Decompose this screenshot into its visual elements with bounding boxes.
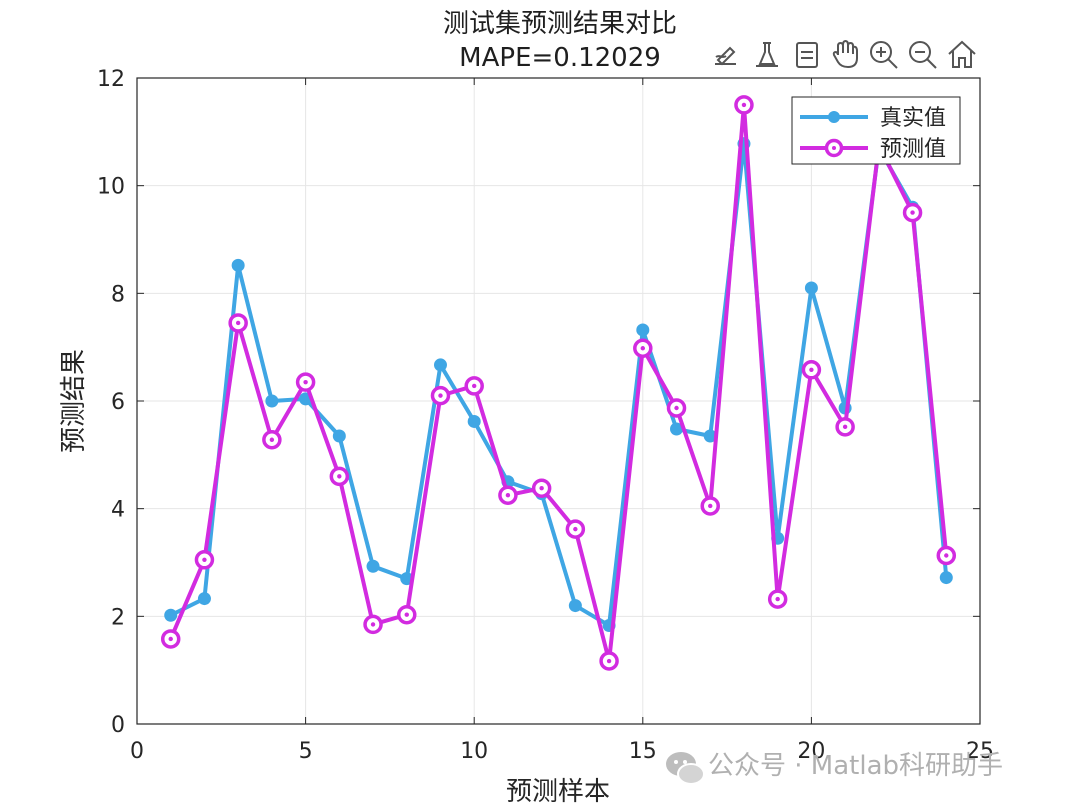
true-data-point[interactable] [568, 599, 582, 613]
x-tick-label: 0 [130, 739, 144, 764]
legend[interactable]: 真实值 预测值 [791, 96, 961, 165]
true-data-point[interactable] [197, 592, 211, 606]
x-tick-label: 15 [629, 739, 657, 764]
legend-label-true: 真实值 [880, 106, 946, 131]
pred-data-point-center [202, 557, 207, 563]
pred-data-point-center [842, 424, 848, 430]
pred-data-point-center [775, 596, 780, 602]
pred-data-point-center [573, 526, 578, 532]
pred-data-point-center [235, 320, 241, 326]
pred-series-line [168, 102, 949, 664]
pred-data-point-center [640, 346, 645, 351]
true-data-point[interactable] [164, 608, 178, 622]
pred-data-point-center [741, 102, 747, 108]
chart-title: 测试集预测结果对比 [443, 9, 677, 39]
series-layer [160, 95, 957, 671]
pred-data-point-center [809, 367, 814, 372]
chart-subtitle: MAPE=0.12029 [459, 43, 661, 73]
pred-data-point-center [606, 658, 612, 664]
true-data-point[interactable] [265, 394, 279, 408]
y-tick-label: 4 [111, 498, 125, 523]
pred-data-point-center [370, 622, 376, 627]
brush-edit-icon[interactable] [712, 40, 742, 70]
home-icon[interactable] [946, 38, 978, 70]
legend-marker-true [828, 111, 840, 123]
pred-data-point-center [708, 503, 713, 509]
true-data-point[interactable] [467, 414, 481, 428]
true-data-point[interactable] [231, 258, 245, 272]
pan-hand-icon[interactable] [830, 38, 862, 70]
y-tick-label: 12 [97, 67, 125, 92]
true-data-point[interactable] [670, 422, 684, 436]
axis-ticks: 0 5 10 15 20 25 0 2 4 6 8 10 12 [97, 67, 994, 764]
pred-data-point-center [404, 612, 409, 617]
legend-marker-pred-dot [832, 146, 836, 150]
zoom-in-icon[interactable] [868, 39, 900, 71]
legend-label-pred: 预测值 [880, 137, 946, 162]
watermark: 公众号 · Matlab科研助手 [666, 751, 1003, 785]
pred-data-point-center [944, 553, 949, 558]
pred-data-point-center [168, 636, 173, 642]
zoom-out-icon[interactable] [907, 39, 939, 71]
watermark-text: 公众号 · Matlab科研助手 [708, 751, 1003, 781]
true-data-point[interactable] [332, 429, 346, 443]
y-tick-label: 6 [111, 390, 125, 415]
pred-data-point-center [539, 486, 544, 491]
y-tick-label: 8 [111, 282, 125, 307]
data-cursor-icon[interactable] [792, 40, 822, 70]
x-tick-label: 20 [797, 739, 825, 764]
true-data-point[interactable] [804, 281, 818, 295]
pred-data-point-center [438, 393, 443, 398]
x-tick-label: 5 [299, 739, 313, 764]
pred-data-point-center [910, 210, 915, 215]
true-data-point[interactable] [703, 429, 717, 443]
true-data-point[interactable] [433, 358, 447, 372]
x-tick-label: 25 [966, 739, 994, 764]
x-axis-label: 预测样本 [506, 777, 610, 807]
pred-data-point-center [472, 383, 477, 389]
x-tick-label: 10 [460, 739, 488, 764]
pred-data-point-center [303, 379, 308, 385]
pred-data-point-center [674, 405, 679, 411]
data-tips-icon[interactable] [752, 40, 782, 70]
pred-data-point-center [337, 474, 342, 479]
y-tick-label: 0 [111, 713, 125, 738]
legend-box [791, 96, 961, 165]
true-data-point[interactable] [636, 323, 650, 337]
y-tick-label: 2 [111, 605, 125, 630]
pred-data-point-center [269, 437, 275, 442]
true-data-point[interactable] [366, 559, 380, 573]
wechat-icon [666, 752, 705, 785]
true-data-point[interactable] [939, 571, 953, 585]
figure-toolbar [712, 38, 978, 71]
pred-data-point-center [505, 493, 511, 498]
y-tick-label: 10 [97, 175, 125, 200]
y-axis-label: 预测结果 [59, 349, 89, 453]
